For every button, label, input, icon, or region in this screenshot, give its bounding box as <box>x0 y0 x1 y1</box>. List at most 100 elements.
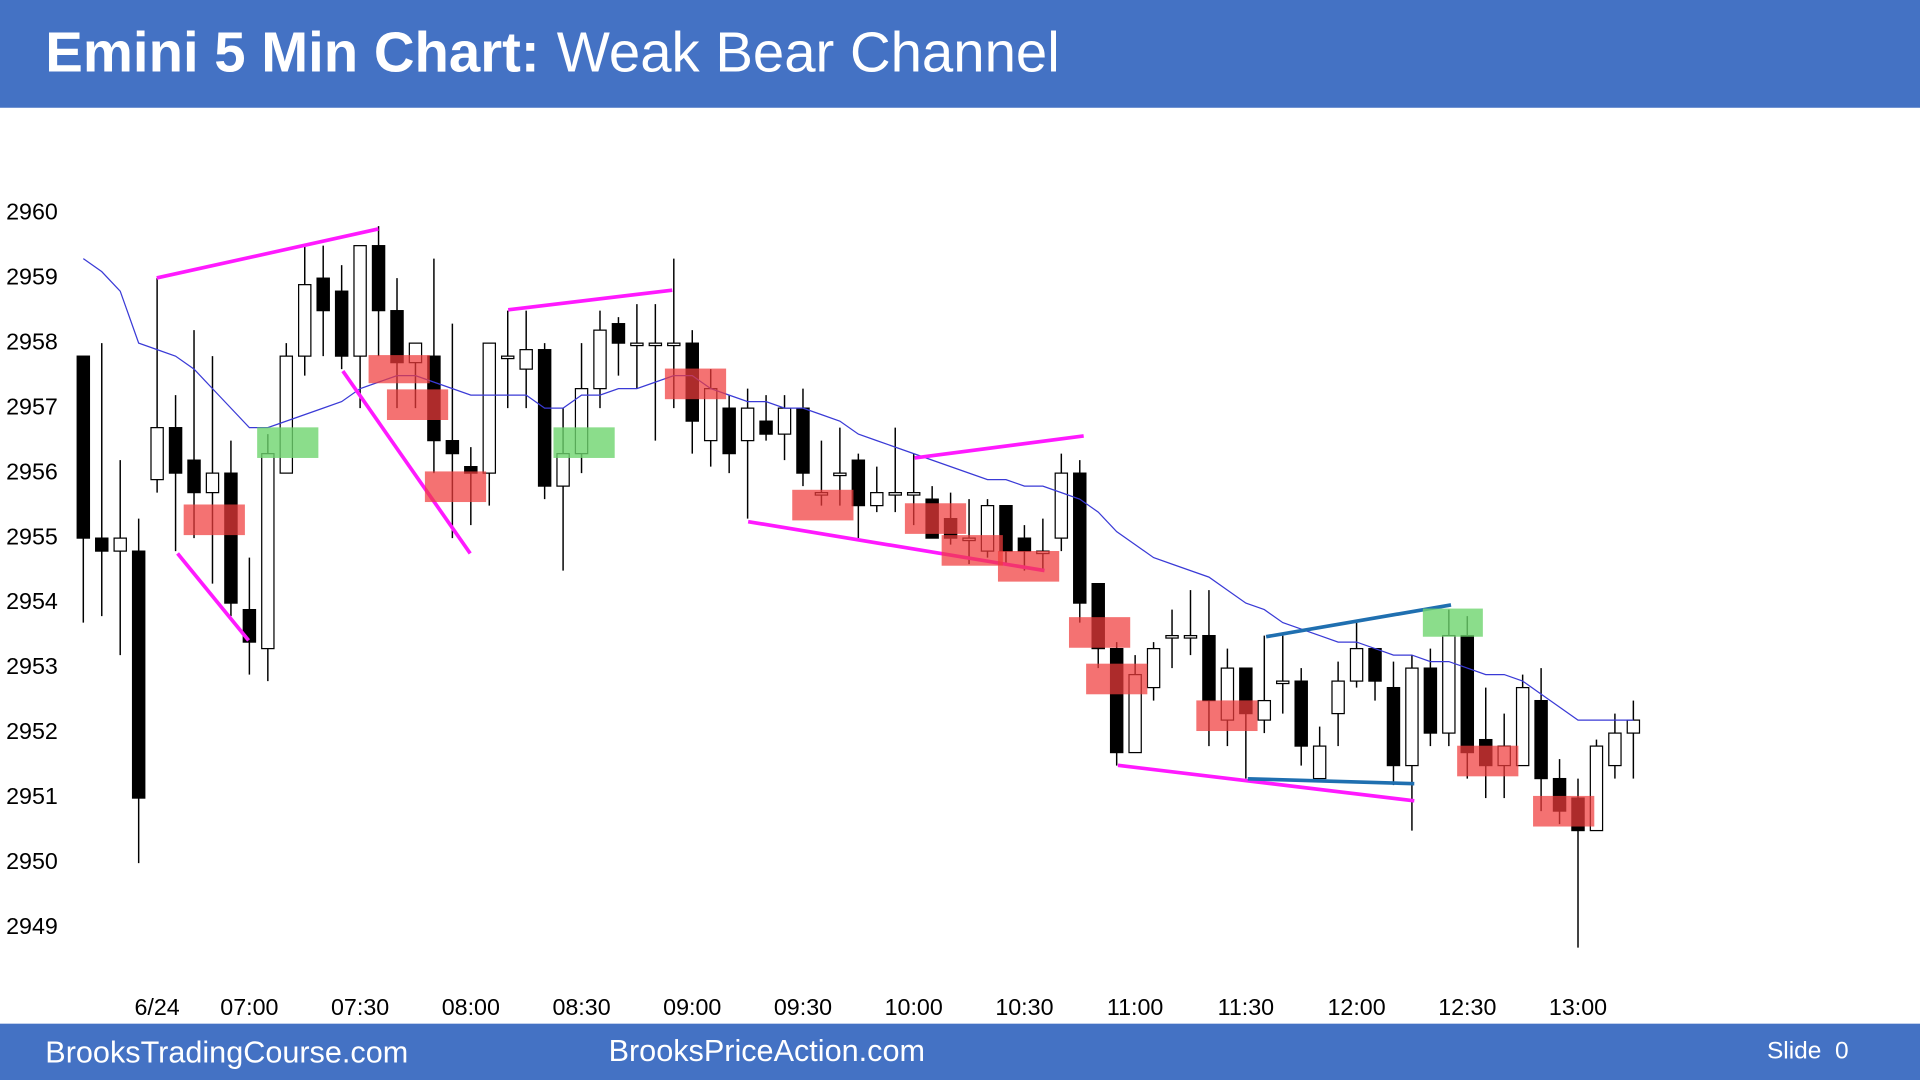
buy-signal <box>553 427 615 458</box>
channel-lines <box>1247 603 1452 786</box>
x-tick-label: 12:00 <box>1327 994 1385 1020</box>
sell-signal <box>424 471 487 503</box>
y-tick-label: 2955 <box>6 523 58 549</box>
trend-line <box>1117 763 1415 803</box>
title-bold: Emini 5 Min Chart: <box>45 20 539 83</box>
candle-body <box>95 537 109 552</box>
candle-body <box>1017 537 1032 552</box>
sell-signal <box>183 504 245 536</box>
header-bar <box>0 0 1920 108</box>
candle-body <box>168 427 183 474</box>
x-tick-label: 09:00 <box>663 994 721 1020</box>
sell-signal <box>368 355 430 384</box>
sell-signal <box>386 389 449 420</box>
sell-signal <box>997 551 1060 582</box>
plot: 2949 2950 2951 2952 2953 2954 2955 2956 2957 2958… <box>6 198 1641 1020</box>
moving-average <box>82 258 1634 721</box>
candle-body <box>113 537 127 552</box>
x-tick-label: 10:30 <box>995 994 1053 1020</box>
candle-body <box>371 245 386 312</box>
sell-signal <box>904 503 967 534</box>
x-tick-label: 11:00 <box>1107 994 1164 1020</box>
candle-body <box>1202 634 1216 702</box>
candle-body <box>777 407 792 435</box>
candle-body <box>667 342 681 347</box>
trend-line <box>914 434 1084 460</box>
y-tick-label: 2960 <box>6 198 58 224</box>
candle-body <box>593 329 607 390</box>
x-tick-label: 07:30 <box>331 994 389 1020</box>
candle-body <box>740 407 755 442</box>
candle-body <box>1405 667 1419 767</box>
candle-body <box>906 492 921 496</box>
candle-body <box>1054 472 1069 539</box>
candle-body <box>1073 472 1087 604</box>
candles <box>76 226 1641 948</box>
candle-body <box>242 608 257 643</box>
sell-signal <box>1533 795 1595 827</box>
x-tick-label: 10:00 <box>885 994 943 1020</box>
candle-body <box>1626 719 1641 734</box>
candle-body <box>611 323 626 344</box>
candle-body <box>851 459 866 507</box>
buy-signal <box>257 427 319 458</box>
candle-body <box>833 472 847 477</box>
candle-body <box>1423 667 1438 734</box>
footer-left: BrooksTradingCourse.com <box>45 1035 408 1069</box>
sell-signal <box>792 489 854 521</box>
candle-body <box>1442 634 1456 734</box>
candle-body <box>1386 686 1401 767</box>
candle-body <box>187 459 201 494</box>
x-tick-label: 08:00 <box>442 994 500 1020</box>
candle-body <box>1534 699 1548 780</box>
y-tick-label: 2958 <box>6 328 58 354</box>
candle-body <box>1276 680 1290 685</box>
candle-body <box>1294 680 1308 747</box>
trend-line <box>176 552 250 642</box>
candle-body <box>1257 699 1272 721</box>
annotations <box>156 227 1595 827</box>
candle-body <box>796 407 810 474</box>
y-tick-label: 2951 <box>6 783 58 809</box>
candle-body <box>759 420 773 435</box>
candle-body <box>519 349 533 370</box>
candle-body <box>1515 686 1530 767</box>
x-tick-label: 13:00 <box>1549 994 1607 1020</box>
candle-body <box>316 277 330 312</box>
candle-body <box>1331 680 1345 715</box>
buy-signals <box>257 427 1483 637</box>
y-tick-label: 2957 <box>6 393 58 419</box>
footer-center: BrooksPriceAction.com <box>609 1034 925 1068</box>
candle-body <box>482 342 497 474</box>
candle-body <box>500 355 515 360</box>
candle-body <box>224 472 238 604</box>
trend-line <box>341 369 472 555</box>
trend-line <box>507 288 673 312</box>
y-tick-label: 2959 <box>6 263 58 289</box>
candle-body <box>261 453 275 650</box>
candle-body <box>556 453 570 487</box>
candle-body <box>630 342 644 347</box>
x-tick-label: 11:30 <box>1218 994 1275 1020</box>
candle-body <box>1183 634 1198 639</box>
x-tick-label: 07:00 <box>220 994 278 1020</box>
candle-body <box>1460 634 1475 754</box>
candle-body <box>76 355 91 539</box>
candle-body <box>353 245 367 357</box>
candle-body <box>1349 647 1364 682</box>
y-tick-label: 2954 <box>6 588 58 614</box>
candle-body <box>205 472 220 494</box>
sell-signal <box>664 368 727 400</box>
sell-signal <box>941 535 1003 566</box>
candle-body <box>131 550 146 799</box>
x-tick-label: 6/24 <box>134 994 179 1020</box>
sell-signal <box>1196 700 1258 732</box>
footer-bar <box>0 1023 1920 1080</box>
candle-body <box>1368 647 1382 682</box>
title-rest: Weak Bear Channel <box>557 20 1060 83</box>
candle-body <box>888 492 902 496</box>
x-tick-label: 12:30 <box>1438 994 1496 1020</box>
y-tick-label: 2956 <box>6 458 58 484</box>
